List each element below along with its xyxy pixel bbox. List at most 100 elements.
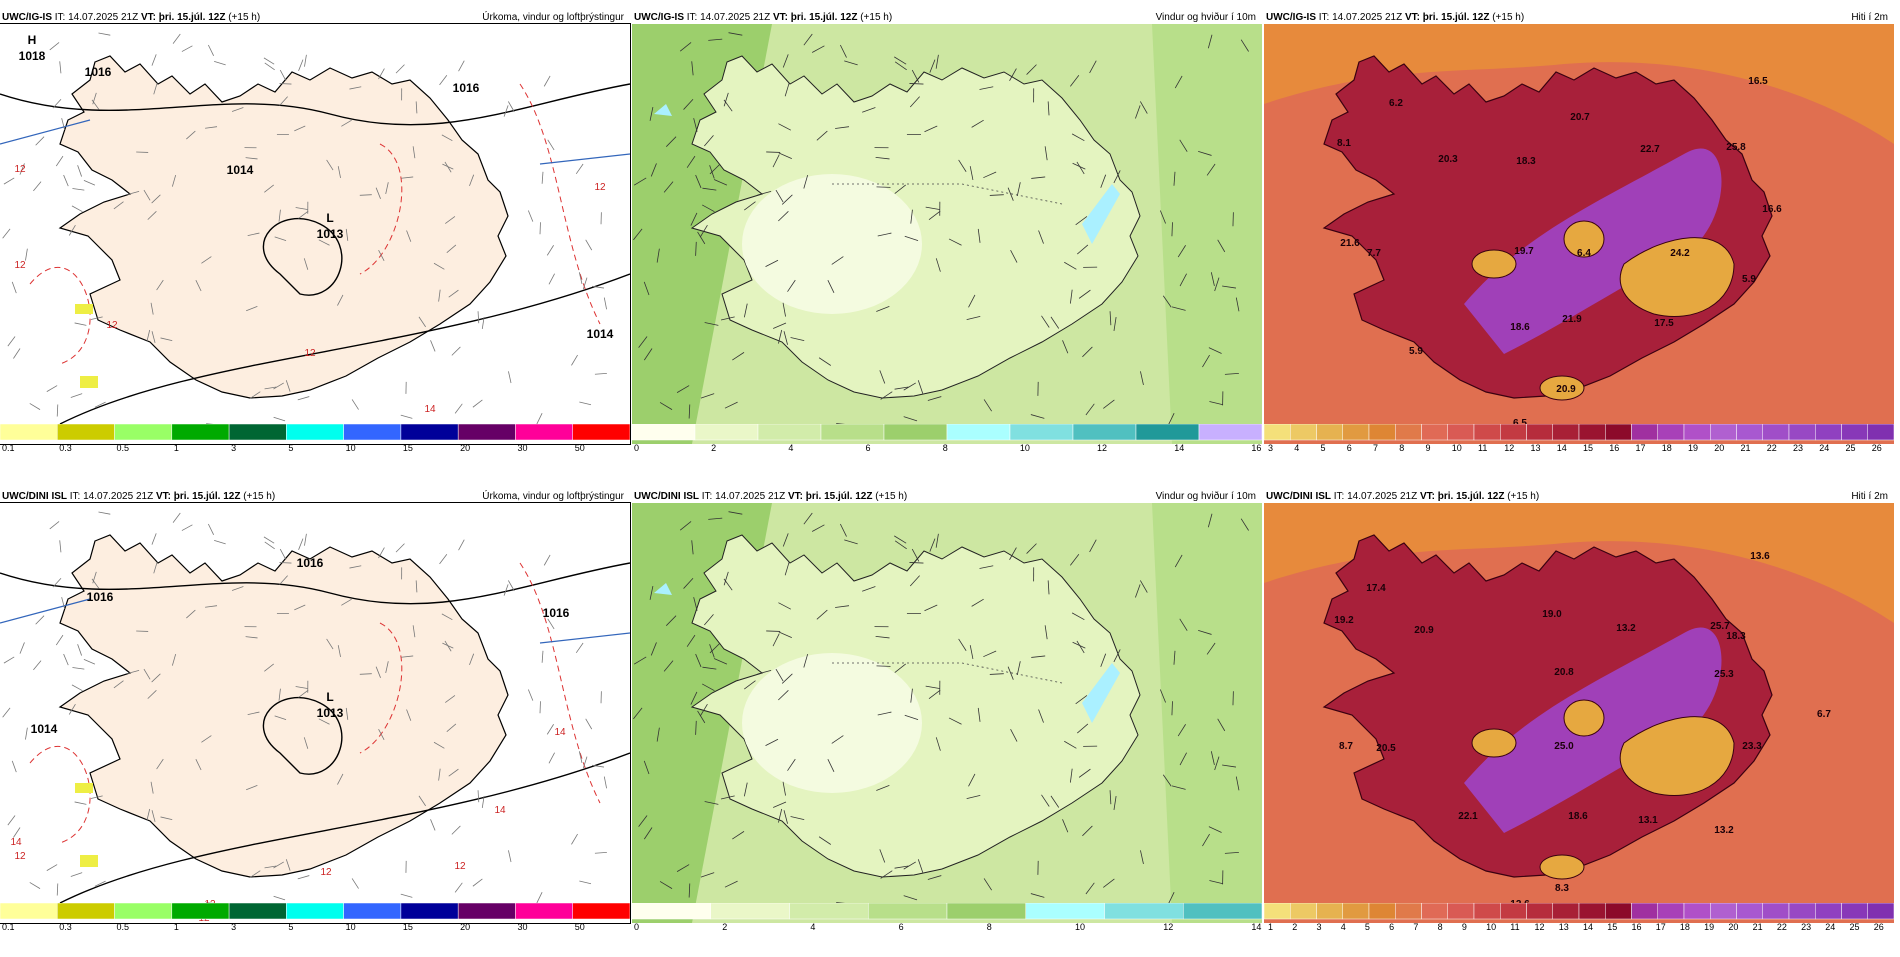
colorbar-tick: 17 (1636, 443, 1646, 453)
colorbar-swatch (1868, 903, 1894, 919)
map-label: 8.3 (1555, 883, 1569, 894)
colorbar-swatch (711, 903, 790, 919)
colorbar-tick: 4 (1294, 443, 1299, 453)
map-label: 1013 (317, 227, 344, 241)
map-label: 1014 (587, 327, 614, 341)
colorbar-tick: 2 (1292, 922, 1297, 932)
colorbar-tick: 3 (231, 443, 236, 453)
colorbar-tick: 0 (634, 443, 639, 453)
colorbar-swatch (1789, 424, 1815, 440)
map-label: 1013 (317, 706, 344, 720)
map-label: 20.9 (1556, 384, 1576, 395)
map-panel-2-1: UWC/DINI ISL IT: 14.07.2025 21Z VT: þri.… (0, 487, 630, 957)
colorbar-swatch (229, 903, 286, 919)
map-label: 1016 (543, 606, 570, 620)
colorbar-swatch (1710, 424, 1736, 440)
map-label: 17.5 (1654, 318, 1674, 329)
colorbar-tick: 10 (1020, 443, 1030, 453)
colorbar-swatch (1763, 903, 1789, 919)
map-label: 12 (106, 320, 118, 331)
colorbar-tick: 13 (1559, 922, 1569, 932)
init-time: IT: 14.07.2025 21Z (687, 12, 770, 23)
model-name: UWC/IG-IS (1264, 12, 1316, 23)
colorbar-tick: 8 (987, 922, 992, 932)
colorbar-swatch (1553, 424, 1579, 440)
colorbar-tick: 7 (1373, 443, 1378, 453)
colorbar-swatch (1658, 903, 1684, 919)
colorbar-swatch (1317, 424, 1343, 440)
map-svg (632, 503, 1262, 923)
precip-patch (80, 376, 98, 388)
map-label: 7.7 (1367, 248, 1381, 259)
colorbar-swatch (1474, 424, 1500, 440)
map-label: 25.8 (1726, 142, 1746, 153)
colorbar-swatch (1395, 903, 1421, 919)
colorbar-swatch (286, 903, 343, 919)
map-area: L101310161016101410161212141412141212 (0, 503, 630, 923)
map-label: 14 (494, 805, 506, 816)
map-label: 12 (14, 851, 26, 862)
colorbar-tick: 0.3 (59, 922, 72, 932)
colorbar-swatch (515, 903, 572, 919)
colorbar-tick: 19 (1704, 922, 1714, 932)
colorbar-tick: 19 (1688, 443, 1698, 453)
map-label: 16.6 (1762, 204, 1782, 215)
colorbar-swatch (758, 424, 821, 440)
colorbar-tick: 16 (1609, 443, 1619, 453)
colorbar-tick: 0 (634, 922, 639, 932)
map-label: 12 (14, 260, 26, 271)
map-label: 20.3 (1438, 154, 1458, 165)
colorbar-swatch (1632, 903, 1658, 919)
map-label: 6.2 (1389, 98, 1403, 109)
init-time: IT: 14.07.2025 21Z (1334, 491, 1417, 502)
colorbar-tick: 11 (1510, 922, 1519, 932)
colorbar-tick: 10 (1486, 922, 1496, 932)
map-label: 5.9 (1409, 346, 1423, 357)
colorbar-tick: 3 (1268, 443, 1273, 453)
map-label: 22.7 (1640, 144, 1660, 155)
map-label: 8.1 (1337, 138, 1351, 149)
colorbar-tick: 10 (346, 443, 356, 453)
map-label: 12 (594, 182, 606, 193)
map-panel-1-3: UWC/IG-IS IT: 14.07.2025 21Z VT: þri. 15… (1264, 8, 1894, 478)
colorbar-swatch (1369, 424, 1395, 440)
colorbar-tick: 15 (403, 443, 413, 453)
colorbar-tick: 5 (1365, 922, 1370, 932)
glacier-cold (1472, 250, 1516, 278)
colorbar-tick: 10 (1075, 922, 1085, 932)
valid-time: VT: þri. 15.júl. 12Z (1405, 12, 1489, 23)
colorbar-swatch (1105, 903, 1184, 919)
colorbar-swatch (1199, 424, 1262, 440)
map-label: 13.2 (1714, 825, 1734, 836)
lead-time: (+15 h) (1492, 12, 1524, 23)
colorbar-tick: 0.5 (117, 922, 130, 932)
colorbar-tick: 8 (1399, 443, 1404, 453)
colorbar-swatch (458, 903, 515, 919)
wind-barb (766, 631, 780, 632)
valid-time: VT: þri. 15.júl. 12Z (1420, 491, 1504, 502)
colorbar-swatch (1842, 903, 1868, 919)
colorbar-swatch (1343, 424, 1369, 440)
colorbar-tick: 14 (1251, 922, 1261, 932)
map-panel-2-3: UWC/DINI ISL IT: 14.07.2025 21Z VT: þri.… (1264, 487, 1894, 957)
colorbar-swatch (1474, 903, 1500, 919)
colorbar-swatch (695, 424, 758, 440)
map-label: H (28, 33, 37, 47)
colorbar-swatch (1815, 424, 1841, 440)
colorbar-tick: 4 (810, 922, 815, 932)
colorbar-swatch (458, 424, 515, 440)
map-label: 20.9 (1414, 625, 1434, 636)
map-label: 6.4 (1577, 248, 1591, 259)
colorbar-tick: 24 (1825, 922, 1835, 932)
valid-time: VT: þri. 15.júl. 12Z (141, 12, 225, 23)
colorbar-tick: 23 (1801, 922, 1811, 932)
colorbar-swatch (868, 903, 947, 919)
map-label: 21.6 (1340, 238, 1360, 249)
colorbar-tick: 1 (1268, 922, 1273, 932)
lead-time: (+15 h) (1507, 491, 1539, 502)
colorbar-swatch (1737, 424, 1763, 440)
precip-patch (75, 783, 93, 793)
colorbar-tick: 25 (1846, 443, 1856, 453)
colorbar-tick: 6 (866, 443, 871, 453)
